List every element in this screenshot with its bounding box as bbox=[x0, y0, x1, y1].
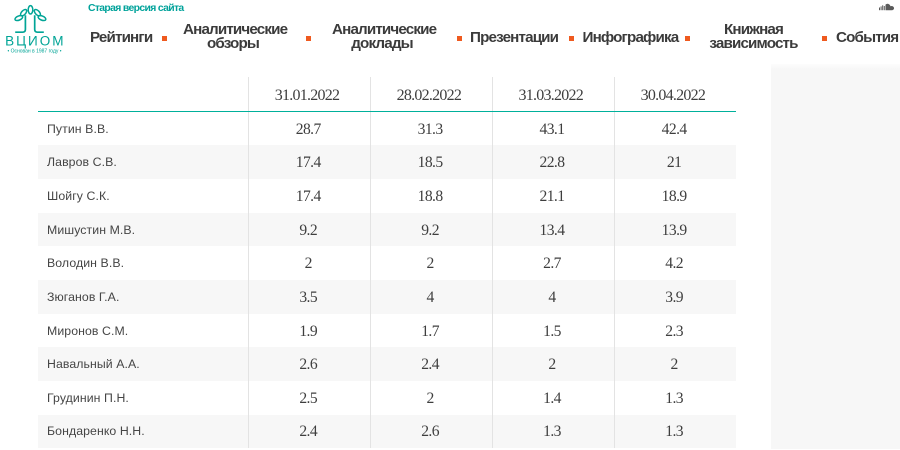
svg-text:• Основан в 1987 году •: • Основан в 1987 году • bbox=[7, 48, 61, 54]
svg-text:ВЦИОМ: ВЦИОМ bbox=[5, 33, 65, 48]
